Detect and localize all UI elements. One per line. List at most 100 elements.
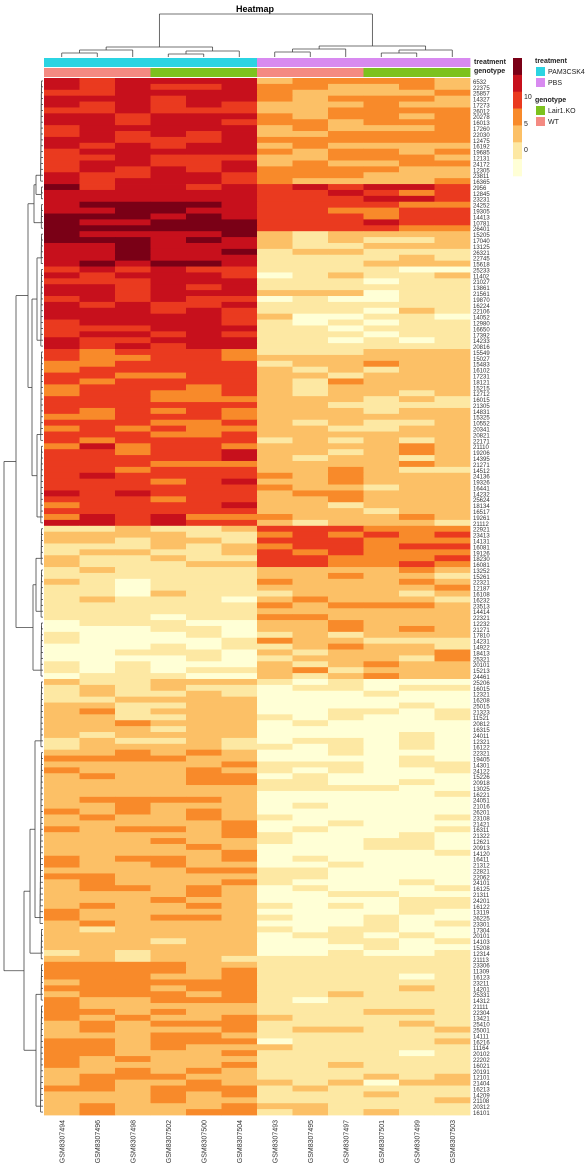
heatmap-cell — [434, 684, 471, 692]
heatmap-cell — [150, 749, 187, 756]
heatmap-cell — [221, 620, 258, 627]
heatmap-cell — [115, 855, 151, 863]
heatmap-cell — [221, 83, 258, 91]
heatmap-cell — [44, 985, 80, 992]
heatmap-cell — [79, 761, 116, 768]
heatmap-cell — [79, 637, 116, 645]
heatmap-cell — [115, 1026, 151, 1033]
heatmap-cell — [399, 1020, 435, 1028]
heatmap-cell — [221, 1044, 258, 1051]
row-label: 22375 — [473, 86, 490, 92]
heatmap-cell — [328, 437, 364, 444]
heatmap-cell — [292, 366, 329, 373]
heatmap-cell — [434, 732, 471, 739]
heatmap-cell — [186, 790, 222, 798]
heatmap-cell — [363, 1061, 400, 1069]
heatmap-cell — [79, 584, 116, 592]
heatmap-cell — [79, 1097, 116, 1104]
heatmap-cell — [292, 466, 329, 474]
heatmap-cell — [363, 201, 400, 209]
heatmap-cell — [257, 808, 293, 815]
row-label: 14103 — [473, 940, 490, 946]
heatmap-cell — [257, 484, 293, 491]
heatmap-cell — [399, 107, 435, 114]
heatmap-cell — [257, 1109, 293, 1116]
heatmap-cell — [292, 838, 329, 845]
heatmap-cell — [44, 555, 80, 562]
heatmap-cell — [221, 313, 258, 320]
heatmap-cell — [221, 608, 258, 615]
heatmap-cell — [186, 708, 222, 715]
heatmap-cell — [363, 1109, 400, 1116]
heatmap-cell — [399, 614, 435, 621]
heatmap-cell — [292, 997, 329, 1004]
heatmap-cell — [150, 955, 187, 963]
heatmap-cell — [399, 625, 435, 633]
heatmap-cell — [115, 896, 151, 904]
heatmap-cell — [221, 702, 258, 709]
row-label: 14512 — [473, 469, 490, 475]
heatmap-cell — [79, 490, 116, 497]
heatmap-cell — [44, 160, 80, 167]
heatmap-cell — [79, 1038, 116, 1045]
heatmap-cell — [434, 207, 471, 214]
heatmap-cell — [363, 136, 400, 144]
heatmap-cell — [186, 991, 222, 998]
heatmap-cell — [328, 166, 364, 173]
heatmap-cell — [328, 1014, 364, 1022]
heatmap-cell — [434, 967, 471, 974]
heatmap-cell — [328, 885, 364, 892]
heatmap-cell — [328, 997, 364, 1004]
heatmap-cell — [328, 614, 364, 621]
heatmap-cell — [115, 761, 151, 768]
heatmap-cell — [186, 667, 222, 674]
heatmap-cell — [328, 237, 364, 244]
heatmap-cell — [257, 154, 293, 161]
heatmap-cell — [150, 896, 187, 904]
heatmap-cell — [292, 879, 329, 886]
heatmap-cell — [292, 896, 329, 904]
heatmap-cell — [399, 584, 435, 592]
heatmap-cell — [115, 343, 151, 350]
heatmap-cell — [292, 502, 329, 509]
heatmap-cell — [399, 242, 435, 250]
row-label: 17273 — [473, 103, 490, 109]
heatmap-cell — [399, 266, 435, 273]
heatmap-cell — [115, 561, 151, 568]
heatmap-cell — [150, 372, 187, 379]
heatmap-cell — [115, 661, 151, 668]
heatmap-cell — [363, 950, 400, 957]
heatmap-cell — [328, 378, 364, 385]
heatmap-cell — [257, 207, 293, 214]
row-label: 16315 — [473, 728, 490, 734]
heatmap-cell — [44, 213, 80, 220]
heatmap-cell — [434, 89, 471, 97]
row-label: 16411 — [473, 858, 490, 864]
heatmap-cell — [257, 266, 293, 273]
heatmap-cell — [150, 950, 187, 957]
heatmap-cell — [150, 366, 187, 373]
heatmap-cell — [363, 107, 400, 114]
heatmap-cell — [257, 396, 293, 403]
heatmap-cell — [115, 785, 151, 792]
heatmap-cell — [363, 737, 400, 745]
heatmap-cell — [115, 319, 151, 326]
heatmap-cell — [79, 667, 116, 674]
heatmap-cell — [434, 319, 471, 326]
heatmap-cell — [399, 944, 435, 951]
heatmap-cell — [257, 372, 293, 379]
heatmap-cell — [186, 490, 222, 497]
heatmap-cell — [221, 773, 258, 780]
heatmap-cell — [44, 136, 80, 144]
heatmap-cell — [434, 608, 471, 615]
heatmap-cell — [44, 908, 80, 916]
heatmap-cell — [221, 908, 258, 916]
heatmap-cell — [292, 820, 329, 827]
heatmap-cell — [150, 926, 187, 933]
row-label: 25857 — [473, 92, 490, 98]
heatmap-cell — [292, 1103, 329, 1110]
heatmap-cell — [221, 508, 258, 515]
heatmap-cell — [328, 620, 364, 627]
row-label: 19305 — [473, 210, 490, 216]
heatmap-cell — [292, 973, 329, 980]
